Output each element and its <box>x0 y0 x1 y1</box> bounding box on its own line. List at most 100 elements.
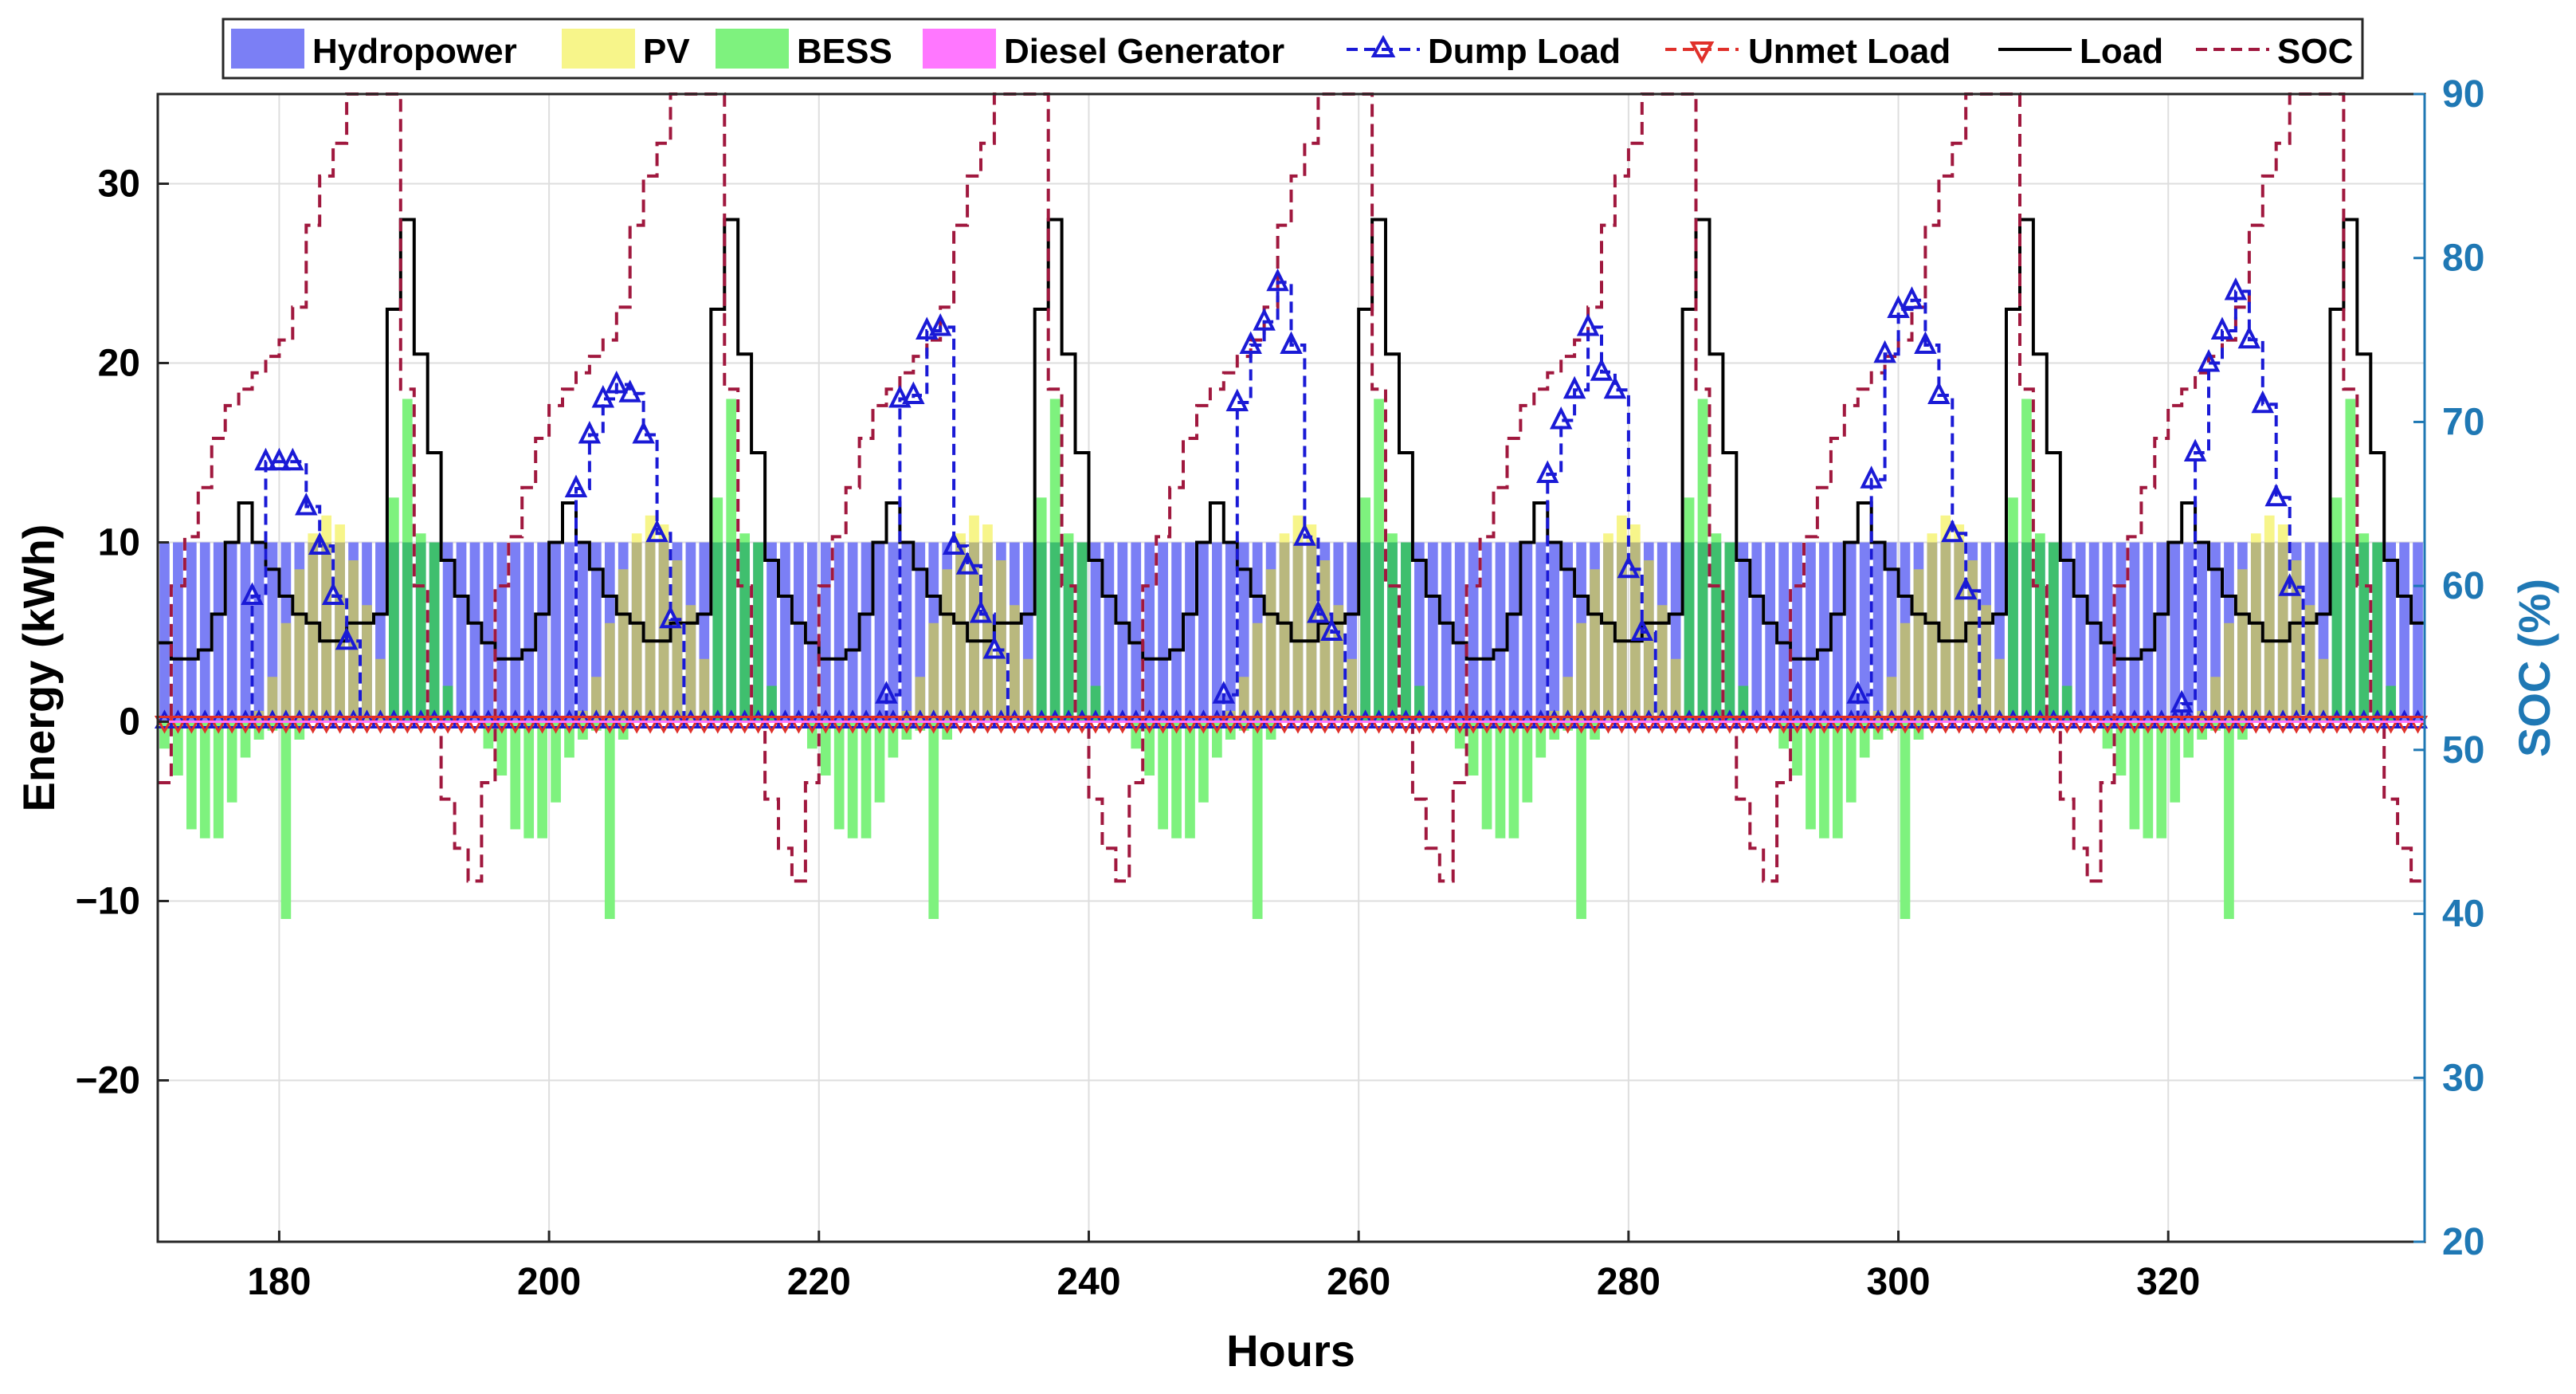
dump-load-line <box>1546 325 1657 722</box>
dump-load-zero-marker <box>2218 709 2239 728</box>
pv-bar <box>321 515 332 543</box>
bess-bar <box>861 721 872 838</box>
dump-load-marker <box>1873 340 1896 363</box>
bess-bar <box>213 721 224 838</box>
dump-load-zero-marker <box>1558 709 1578 728</box>
hydropower-bar <box>2143 542 2154 722</box>
bess-bar <box>1360 497 1370 543</box>
dump-load-zero-marker <box>1544 709 1565 728</box>
bess-bar <box>1697 542 1708 722</box>
dump-load-zero-marker <box>1490 709 1511 728</box>
unmet-load-marker <box>1342 716 1362 734</box>
bess-bar <box>1036 542 1047 722</box>
bess-bar <box>537 721 547 838</box>
dump-load-marker <box>1846 681 1869 704</box>
dump-load-zero-marker <box>1706 709 1727 728</box>
hydropower-bar <box>1792 542 1802 722</box>
bess-bar <box>874 721 885 803</box>
dump-load-zero-marker <box>451 709 472 728</box>
unmet-load-marker <box>883 716 904 734</box>
hydropower-bar <box>1158 542 1168 722</box>
unmet-load-marker <box>289 716 310 734</box>
hydropower-bar <box>240 542 251 722</box>
dump-load-marker <box>1253 308 1276 331</box>
bess-bar <box>1360 542 1370 722</box>
unmet-load-marker <box>829 716 849 734</box>
dump-load-zero-marker <box>1395 709 1416 728</box>
load-line <box>158 218 2425 661</box>
bess-bar <box>1832 721 1843 838</box>
bess-bar <box>1468 721 1479 776</box>
bess-bar <box>1144 721 1155 776</box>
bess-bar <box>442 685 453 722</box>
unmet-load-marker <box>721 716 742 734</box>
pv-bar <box>2264 542 2275 722</box>
bess-bar <box>712 542 723 722</box>
pv-bar <box>2250 542 2261 722</box>
dump-load-zero-marker <box>923 709 944 728</box>
unmet-load-marker <box>1706 716 1727 734</box>
unmet-load-marker <box>1355 716 1376 734</box>
dump-load-zero-marker <box>2367 709 2388 728</box>
bess-bar <box>1198 721 1209 803</box>
dump-load-zero-marker <box>896 709 917 728</box>
unmet-load-marker <box>2313 716 2334 734</box>
unmet-load-marker <box>1193 716 1214 734</box>
dump-load-marker <box>645 519 669 543</box>
dump-load-marker <box>902 381 925 404</box>
x-tick-label: 180 <box>247 1261 311 1303</box>
pv-bar <box>982 542 993 722</box>
dump-load-zero-marker <box>1949 709 1970 728</box>
hydropower-bar <box>1522 542 1533 722</box>
legend-bess-swatch <box>716 29 789 69</box>
unmet-load-marker <box>356 716 378 734</box>
pv-bar <box>1279 542 1290 722</box>
unmet-load-marker <box>869 716 890 734</box>
unmet-load-marker <box>249 716 269 734</box>
pv-bar <box>375 658 386 722</box>
hydropower-bar <box>1441 542 1452 722</box>
dump-load-zero-marker <box>708 709 728 728</box>
bess-bar <box>510 721 521 830</box>
unmet-load-marker <box>626 716 647 734</box>
dump-load-zero-marker <box>1031 709 1052 728</box>
dump-load-zero-marker <box>249 709 269 728</box>
dump-load-zero-marker <box>370 709 390 728</box>
hydropower-bar <box>1171 542 1182 722</box>
pv-bar <box>631 542 642 722</box>
right-axis-title: SOC (%) <box>2509 579 2559 757</box>
unmet-load-marker <box>222 716 242 734</box>
pv-bar <box>1009 605 1020 722</box>
bess-bar <box>1819 721 1829 838</box>
bess-bar <box>1738 685 1749 722</box>
dump-load-zero-marker <box>1301 709 1322 728</box>
dump-load-zero-marker <box>1531 709 1551 728</box>
unmet-load-marker <box>1638 716 1659 734</box>
bess-bar <box>1049 542 1061 722</box>
hydropower-bar <box>2170 542 2181 722</box>
dump-load-zero-marker <box>1112 709 1133 728</box>
dump-load-zero-marker <box>1665 709 1686 728</box>
bess-bar <box>739 542 751 722</box>
unmet-load-marker <box>1490 716 1511 734</box>
unmet-load-marker <box>599 716 620 734</box>
dump-load-zero-marker <box>1747 709 1767 728</box>
dump-load-zero-marker <box>1774 709 1794 728</box>
dump-load-zero-marker <box>532 709 553 728</box>
unmet-load-marker <box>1962 716 1983 734</box>
hydropower-bar <box>1765 542 1776 722</box>
dump-load-marker <box>268 447 291 471</box>
pv-bar <box>915 677 926 722</box>
unmet-load-marker <box>1382 716 1403 734</box>
hydropower-bar <box>1468 542 1479 722</box>
right-tick-label: 50 <box>2442 729 2484 772</box>
dump-load-zero-marker <box>2165 709 2186 728</box>
x-tick-label: 300 <box>1867 1261 1931 1303</box>
bess-bar <box>1374 542 1384 722</box>
dump-load-zero-marker <box>572 709 593 728</box>
unmet-load-marker <box>343 716 364 734</box>
unmet-load-marker <box>2192 716 2213 734</box>
dump-load-zero-marker <box>194 709 215 728</box>
unmet-load-marker <box>1328 716 1349 734</box>
